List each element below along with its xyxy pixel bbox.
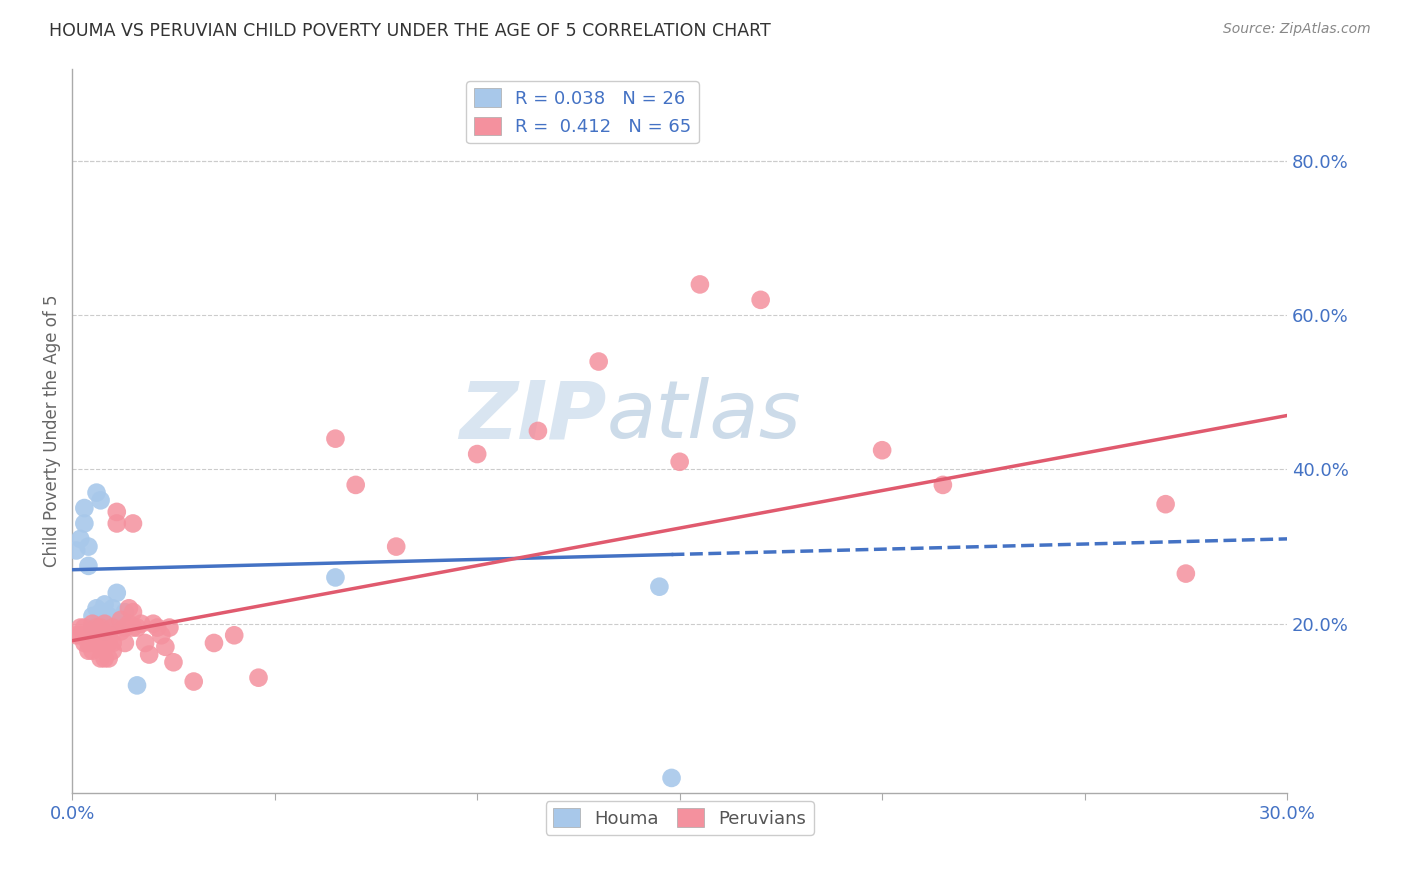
Point bbox=[69, 621, 91, 635]
Point bbox=[101, 636, 124, 650]
Point bbox=[110, 624, 132, 639]
Point bbox=[73, 628, 96, 642]
Point bbox=[668, 455, 690, 469]
Text: HOUMA VS PERUVIAN CHILD POVERTY UNDER THE AGE OF 5 CORRELATION CHART: HOUMA VS PERUVIAN CHILD POVERTY UNDER TH… bbox=[49, 22, 770, 40]
Point bbox=[157, 621, 180, 635]
Point bbox=[1154, 497, 1177, 511]
Point bbox=[101, 616, 124, 631]
Point bbox=[86, 636, 108, 650]
Point bbox=[77, 540, 100, 554]
Point bbox=[73, 501, 96, 516]
Point bbox=[134, 636, 156, 650]
Point bbox=[86, 601, 108, 615]
Point bbox=[97, 621, 120, 635]
Point bbox=[1174, 566, 1197, 581]
Point bbox=[122, 621, 145, 635]
Point bbox=[661, 771, 683, 785]
Point bbox=[183, 674, 205, 689]
Point bbox=[870, 443, 893, 458]
Point bbox=[69, 532, 91, 546]
Point bbox=[247, 671, 270, 685]
Point bbox=[77, 558, 100, 573]
Legend: Houma, Peruvians: Houma, Peruvians bbox=[546, 801, 814, 835]
Point bbox=[385, 540, 408, 554]
Point bbox=[142, 616, 165, 631]
Point bbox=[90, 605, 112, 619]
Point bbox=[105, 505, 128, 519]
Point bbox=[689, 277, 711, 292]
Point bbox=[114, 636, 136, 650]
Point bbox=[93, 624, 115, 639]
Point bbox=[344, 478, 367, 492]
Point bbox=[73, 516, 96, 531]
Point bbox=[90, 493, 112, 508]
Point bbox=[588, 354, 610, 368]
Point bbox=[224, 628, 246, 642]
Point bbox=[101, 621, 124, 635]
Point bbox=[97, 636, 120, 650]
Point bbox=[138, 648, 160, 662]
Point bbox=[82, 628, 104, 642]
Point bbox=[65, 628, 87, 642]
Point bbox=[325, 570, 347, 584]
Point bbox=[648, 580, 671, 594]
Point bbox=[90, 621, 112, 635]
Point bbox=[82, 643, 104, 657]
Point bbox=[118, 601, 141, 615]
Point bbox=[114, 621, 136, 635]
Point bbox=[65, 543, 87, 558]
Point bbox=[527, 424, 550, 438]
Point bbox=[93, 651, 115, 665]
Point bbox=[82, 616, 104, 631]
Y-axis label: Child Poverty Under the Age of 5: Child Poverty Under the Age of 5 bbox=[44, 294, 60, 567]
Point bbox=[129, 616, 152, 631]
Point bbox=[73, 636, 96, 650]
Point bbox=[86, 628, 108, 642]
Point bbox=[69, 628, 91, 642]
Point bbox=[150, 628, 173, 642]
Point bbox=[77, 643, 100, 657]
Point bbox=[105, 586, 128, 600]
Point bbox=[749, 293, 772, 307]
Point bbox=[110, 613, 132, 627]
Point bbox=[77, 628, 100, 642]
Point bbox=[325, 432, 347, 446]
Point bbox=[97, 628, 120, 642]
Point bbox=[90, 651, 112, 665]
Point bbox=[162, 655, 184, 669]
Point bbox=[82, 609, 104, 624]
Point bbox=[122, 516, 145, 531]
Point bbox=[202, 636, 225, 650]
Point bbox=[125, 678, 148, 692]
Point bbox=[93, 605, 115, 619]
Point bbox=[114, 605, 136, 619]
Point bbox=[465, 447, 488, 461]
Point bbox=[90, 640, 112, 654]
Point bbox=[86, 621, 108, 635]
Text: Source: ZipAtlas.com: Source: ZipAtlas.com bbox=[1223, 22, 1371, 37]
Point bbox=[93, 598, 115, 612]
Point bbox=[932, 478, 955, 492]
Point bbox=[146, 621, 169, 635]
Point bbox=[125, 621, 148, 635]
Point bbox=[101, 643, 124, 657]
Text: ZIP: ZIP bbox=[460, 377, 607, 456]
Point bbox=[105, 516, 128, 531]
Point bbox=[93, 628, 115, 642]
Point bbox=[97, 609, 120, 624]
Point bbox=[73, 621, 96, 635]
Point bbox=[86, 485, 108, 500]
Point bbox=[122, 605, 145, 619]
Point bbox=[101, 601, 124, 615]
Point bbox=[155, 640, 177, 654]
Point bbox=[105, 616, 128, 631]
Point bbox=[77, 636, 100, 650]
Text: atlas: atlas bbox=[607, 377, 801, 456]
Point bbox=[118, 616, 141, 631]
Point bbox=[97, 651, 120, 665]
Point bbox=[93, 616, 115, 631]
Point bbox=[82, 621, 104, 635]
